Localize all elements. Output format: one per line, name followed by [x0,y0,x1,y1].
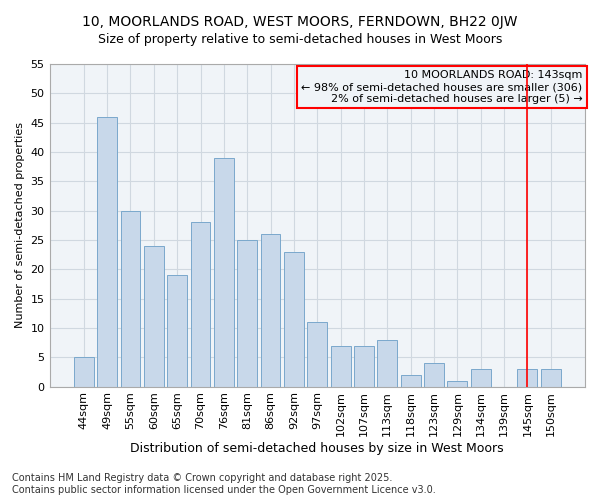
Bar [74,358,94,386]
Bar [97,117,117,386]
Text: 10 MOORLANDS ROAD: 143sqm
← 98% of semi-detached houses are smaller (306)
2% of : 10 MOORLANDS ROAD: 143sqm ← 98% of semi-… [301,70,583,104]
Bar [377,340,397,386]
Bar [354,346,374,387]
X-axis label: Distribution of semi-detached houses by size in West Moors: Distribution of semi-detached houses by … [130,442,504,455]
Bar [401,375,421,386]
Bar [260,234,280,386]
Bar [331,346,350,387]
Bar [541,369,560,386]
Y-axis label: Number of semi-detached properties: Number of semi-detached properties [15,122,25,328]
Bar [121,210,140,386]
Bar [517,369,538,386]
Bar [471,369,491,386]
Bar [214,158,234,386]
Bar [167,275,187,386]
Text: Size of property relative to semi-detached houses in West Moors: Size of property relative to semi-detach… [98,32,502,46]
Bar [144,246,164,386]
Bar [238,240,257,386]
Bar [191,222,211,386]
Bar [448,380,467,386]
Bar [284,252,304,386]
Text: Contains HM Land Registry data © Crown copyright and database right 2025.
Contai: Contains HM Land Registry data © Crown c… [12,474,436,495]
Bar [424,363,444,386]
Text: 10, MOORLANDS ROAD, WEST MOORS, FERNDOWN, BH22 0JW: 10, MOORLANDS ROAD, WEST MOORS, FERNDOWN… [82,15,518,29]
Bar [307,322,327,386]
